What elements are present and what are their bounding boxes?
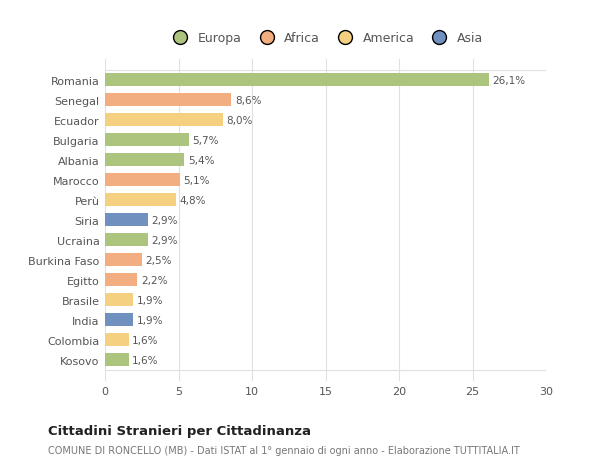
Bar	[105, 194, 176, 207]
Text: 8,6%: 8,6%	[235, 96, 262, 106]
Text: 26,1%: 26,1%	[493, 76, 526, 86]
Text: COMUNE DI RONCELLO (MB) - Dati ISTAT al 1° gennaio di ogni anno - Elaborazione T: COMUNE DI RONCELLO (MB) - Dati ISTAT al …	[48, 445, 520, 455]
Text: 4,8%: 4,8%	[179, 196, 206, 205]
Text: 8,0%: 8,0%	[226, 116, 253, 126]
Text: 1,6%: 1,6%	[132, 355, 158, 365]
Bar	[105, 74, 488, 87]
Text: 1,6%: 1,6%	[132, 335, 158, 345]
Bar	[105, 334, 128, 347]
Bar	[105, 134, 189, 147]
Text: 2,9%: 2,9%	[151, 235, 178, 245]
Text: 5,1%: 5,1%	[184, 175, 210, 185]
Text: 2,5%: 2,5%	[145, 255, 172, 265]
Bar	[105, 154, 184, 167]
Bar	[105, 114, 223, 127]
Text: 1,9%: 1,9%	[137, 315, 163, 325]
Bar	[105, 353, 128, 366]
Text: 5,4%: 5,4%	[188, 156, 215, 166]
Bar	[105, 214, 148, 227]
Bar	[105, 234, 148, 247]
Bar	[105, 274, 137, 286]
Legend: Europa, Africa, America, Asia: Europa, Africa, America, Asia	[163, 28, 488, 50]
Bar	[105, 174, 180, 187]
Bar	[105, 254, 142, 267]
Bar	[105, 94, 232, 107]
Text: 5,7%: 5,7%	[193, 135, 219, 146]
Bar	[105, 294, 133, 307]
Text: 1,9%: 1,9%	[137, 295, 163, 305]
Text: 2,9%: 2,9%	[151, 215, 178, 225]
Bar	[105, 313, 133, 326]
Text: 2,2%: 2,2%	[141, 275, 167, 285]
Text: Cittadini Stranieri per Cittadinanza: Cittadini Stranieri per Cittadinanza	[48, 425, 311, 437]
